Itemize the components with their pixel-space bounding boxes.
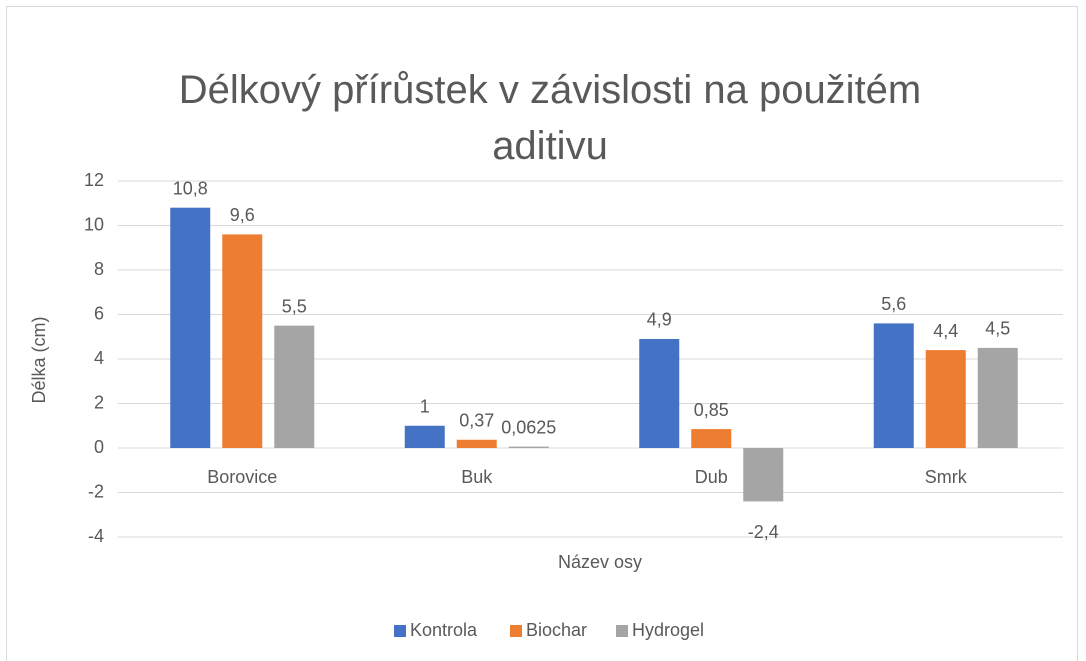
x-axis-title: Název osy <box>558 552 642 572</box>
bar <box>222 234 263 448</box>
y-tick-label: -2 <box>88 481 104 501</box>
bar <box>274 325 315 448</box>
data-label: 0,85 <box>694 400 729 420</box>
chart-title: Délkový přírůstek v závislosti na použit… <box>178 68 922 168</box>
x-tick-label: Buk <box>461 467 493 487</box>
bar <box>873 323 914 448</box>
y-tick-label: 0 <box>94 437 104 457</box>
bar <box>404 425 445 448</box>
y-tick-label: 6 <box>94 303 104 323</box>
data-label: 0,37 <box>459 411 494 431</box>
legend-swatch <box>616 625 628 637</box>
bar <box>743 448 784 502</box>
legend-swatch <box>394 625 406 637</box>
data-label: 9,6 <box>230 205 255 225</box>
legend-label: Kontrola <box>410 620 478 640</box>
y-tick-label: 12 <box>84 170 104 190</box>
data-label: 4,4 <box>933 321 958 341</box>
legend-label: Hydrogel <box>632 620 704 640</box>
data-label: 10,8 <box>173 178 208 198</box>
x-tick-label: Dub <box>695 467 728 487</box>
bar <box>691 429 732 448</box>
legend-label: Biochar <box>526 620 587 640</box>
y-tick-label: 2 <box>94 392 104 412</box>
data-label: 5,5 <box>282 296 307 316</box>
x-tick-label: Smrk <box>925 467 968 487</box>
y-tick-label: 4 <box>94 348 104 368</box>
data-label: 5,6 <box>881 294 906 314</box>
y-tick-label: 8 <box>94 259 104 279</box>
bar <box>977 347 1018 448</box>
data-label: 4,9 <box>647 310 672 330</box>
legend-swatch <box>510 625 522 637</box>
y-axis-title: Délka (cm) <box>29 316 49 403</box>
data-label: -2,4 <box>748 522 779 542</box>
chart-frame <box>6 6 1078 661</box>
data-label: 0,0625 <box>501 417 556 437</box>
bar <box>170 207 211 448</box>
data-label: 1 <box>420 397 430 417</box>
x-tick-label: Borovice <box>207 467 277 487</box>
bar <box>925 350 966 448</box>
bar <box>456 439 497 448</box>
data-label: 4,5 <box>985 319 1010 339</box>
bar <box>639 338 680 448</box>
y-tick-label: 10 <box>84 214 104 234</box>
y-tick-label: -4 <box>88 526 104 546</box>
bar <box>508 446 549 448</box>
